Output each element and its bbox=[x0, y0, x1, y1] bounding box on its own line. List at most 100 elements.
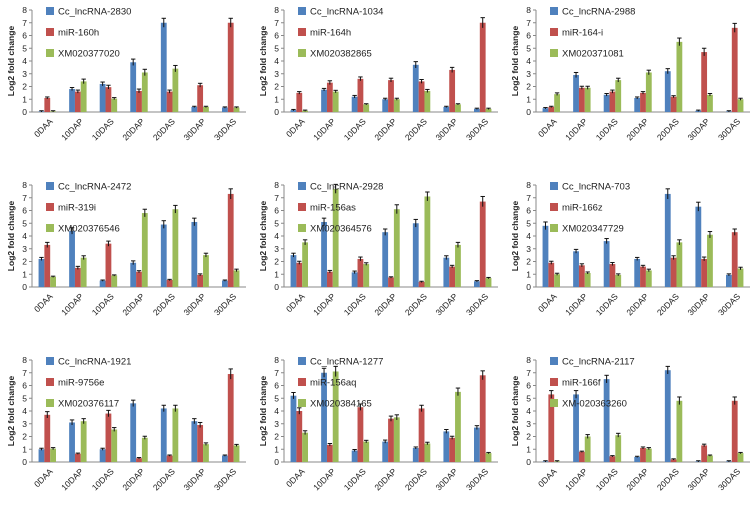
x-tick-label: 20DAP bbox=[372, 466, 398, 492]
bar bbox=[548, 262, 555, 287]
bar bbox=[227, 22, 234, 112]
y-tick-label: 5 bbox=[274, 218, 279, 228]
bar bbox=[166, 455, 173, 462]
legend-label: Cc_lncRNA-2988 bbox=[562, 7, 635, 18]
x-tick-label: 0DAA bbox=[536, 291, 559, 314]
bar bbox=[136, 271, 142, 287]
bar bbox=[363, 264, 370, 287]
bar bbox=[676, 400, 683, 462]
bar bbox=[38, 258, 45, 287]
y-tick-label: 4 bbox=[22, 56, 27, 66]
y-tick-label: 1 bbox=[526, 94, 531, 104]
bar bbox=[80, 81, 87, 112]
bar bbox=[111, 429, 118, 462]
bar bbox=[382, 441, 389, 462]
legend-label: XM020376117 bbox=[58, 399, 119, 410]
bar bbox=[542, 108, 549, 112]
bar bbox=[726, 274, 732, 287]
bar bbox=[640, 447, 646, 462]
bar bbox=[584, 436, 591, 462]
bar bbox=[197, 85, 204, 112]
bar bbox=[455, 104, 461, 112]
bar bbox=[578, 87, 585, 112]
legend-swatch bbox=[46, 224, 54, 232]
bar bbox=[69, 422, 75, 462]
x-tick-label: 10DAP bbox=[311, 291, 337, 317]
bar bbox=[640, 92, 646, 112]
y-tick-label: 3 bbox=[22, 419, 27, 429]
y-tick-label: 1 bbox=[274, 444, 279, 454]
bar bbox=[603, 379, 610, 462]
bar bbox=[99, 280, 106, 287]
bar bbox=[44, 97, 51, 112]
x-tick-label: 30DAS bbox=[212, 291, 238, 317]
bar bbox=[172, 209, 179, 287]
x-tick-label: 10DAP bbox=[59, 116, 85, 142]
bar bbox=[578, 451, 585, 462]
legend-swatch bbox=[550, 182, 558, 190]
bar bbox=[542, 225, 549, 287]
bar bbox=[609, 91, 616, 112]
x-tick-label: 10DAP bbox=[311, 116, 337, 142]
y-tick-label: 4 bbox=[274, 56, 279, 66]
bar bbox=[634, 97, 641, 112]
bar bbox=[548, 394, 555, 462]
y-tick-label: 8 bbox=[274, 355, 279, 365]
x-tick-label: 10DAP bbox=[59, 466, 85, 492]
bar bbox=[737, 453, 744, 462]
bar bbox=[357, 258, 364, 287]
x-tick-label: 0DAA bbox=[32, 466, 55, 489]
bar bbox=[412, 447, 419, 462]
x-tick-label: 0DAA bbox=[536, 466, 559, 489]
bar bbox=[664, 193, 671, 287]
bar bbox=[166, 91, 173, 112]
bar bbox=[485, 278, 492, 287]
x-tick-label: 30DAS bbox=[716, 291, 742, 317]
y-tick-label: 6 bbox=[22, 31, 27, 41]
bar bbox=[197, 425, 204, 462]
x-tick-label: 30DAP bbox=[181, 291, 207, 317]
bar bbox=[455, 244, 461, 287]
y-tick-label: 5 bbox=[22, 43, 27, 53]
y-tick-label: 8 bbox=[274, 180, 279, 190]
bar bbox=[382, 232, 389, 287]
bar bbox=[111, 98, 118, 112]
y-tick-label: 0 bbox=[526, 107, 531, 117]
x-tick-label: 30DAP bbox=[433, 291, 459, 317]
x-tick-label: 20DAS bbox=[655, 291, 681, 317]
bar bbox=[670, 257, 677, 287]
y-tick-label: 0 bbox=[22, 282, 27, 292]
bar bbox=[573, 251, 579, 287]
y-tick-label: 2 bbox=[274, 82, 279, 92]
x-tick-label: 30DAP bbox=[685, 291, 711, 317]
bar bbox=[609, 264, 616, 287]
y-tick-label: 4 bbox=[274, 231, 279, 241]
bar bbox=[363, 441, 370, 462]
bar bbox=[485, 453, 492, 462]
bar bbox=[50, 448, 56, 462]
y-tick-label: 4 bbox=[22, 406, 27, 416]
bar bbox=[191, 106, 198, 112]
x-tick-label: 30DAP bbox=[685, 116, 711, 142]
bar bbox=[443, 257, 450, 287]
y-tick-label: 2 bbox=[22, 82, 27, 92]
bar bbox=[479, 375, 486, 462]
y-tick-label: 7 bbox=[22, 368, 27, 378]
bar bbox=[227, 193, 234, 287]
y-tick-label: 7 bbox=[22, 18, 27, 28]
bar bbox=[357, 407, 364, 462]
y-tick-label: 8 bbox=[22, 180, 27, 190]
bar bbox=[203, 444, 209, 462]
legend-label: XM020382865 bbox=[310, 49, 372, 60]
legend-swatch bbox=[46, 203, 54, 211]
y-tick-label: 3 bbox=[526, 419, 531, 429]
y-tick-label: 8 bbox=[526, 355, 531, 365]
y-tick-label: 1 bbox=[274, 94, 279, 104]
y-tick-label: 3 bbox=[274, 244, 279, 254]
bar bbox=[302, 432, 308, 462]
bar bbox=[554, 274, 560, 287]
bar bbox=[296, 411, 303, 462]
bar bbox=[584, 87, 591, 112]
